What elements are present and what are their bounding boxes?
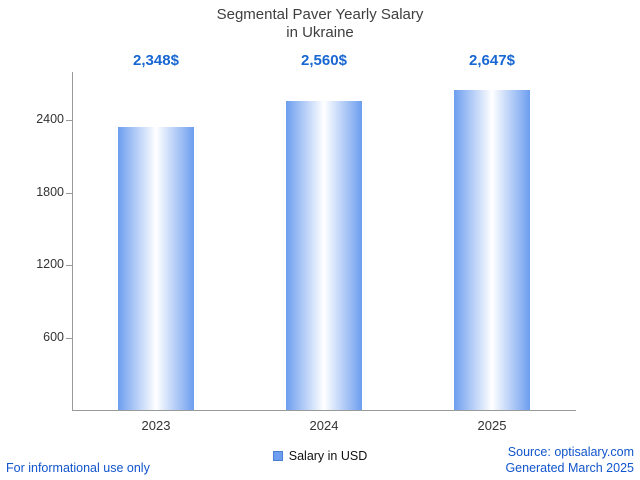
bar-2024 bbox=[286, 100, 362, 410]
y-tick-label: 1800 bbox=[36, 184, 64, 199]
legend-swatch-icon bbox=[272, 451, 283, 461]
y-tick-mark bbox=[66, 120, 73, 122]
y-axis-line bbox=[72, 72, 73, 411]
x-tick-label: 2025 bbox=[477, 418, 507, 433]
y-tick-label: 2400 bbox=[36, 112, 64, 127]
chart-title-line1: Segmental Paver Yearly Salary bbox=[216, 6, 424, 23]
bar-value-label: 2,348$ bbox=[133, 52, 179, 69]
y-tick-mark bbox=[66, 337, 73, 339]
x-axis-line bbox=[72, 410, 576, 411]
footer-source-line[interactable]: Source: optisalary.com bbox=[507, 445, 634, 459]
legend: Salary in USD bbox=[0, 449, 640, 463]
x-tick-label: 2023 bbox=[141, 418, 171, 433]
y-tick-label: 1200 bbox=[36, 257, 64, 272]
x-tick-label: 2024 bbox=[309, 418, 339, 433]
footer-disclaimer: For informational use only bbox=[6, 461, 150, 475]
y-tick-label: 600 bbox=[43, 329, 64, 344]
legend-label: Salary in USD bbox=[288, 449, 368, 463]
y-tick-mark bbox=[66, 192, 73, 194]
bar-2025 bbox=[454, 90, 530, 410]
bar-2023 bbox=[118, 126, 194, 410]
bar-value-label: 2,647$ bbox=[469, 52, 515, 69]
footer-source: Source: optisalary.com Generated March 2… bbox=[505, 444, 634, 476]
bar-value-label: 2,560$ bbox=[301, 52, 347, 69]
chart-title: Segmental Paver Yearly Salary in Ukraine bbox=[0, 6, 640, 42]
y-tick-mark bbox=[66, 265, 73, 267]
footer-generated-line: Generated March 2025 bbox=[505, 461, 634, 475]
chart-title-line2: in Ukraine bbox=[286, 24, 354, 41]
